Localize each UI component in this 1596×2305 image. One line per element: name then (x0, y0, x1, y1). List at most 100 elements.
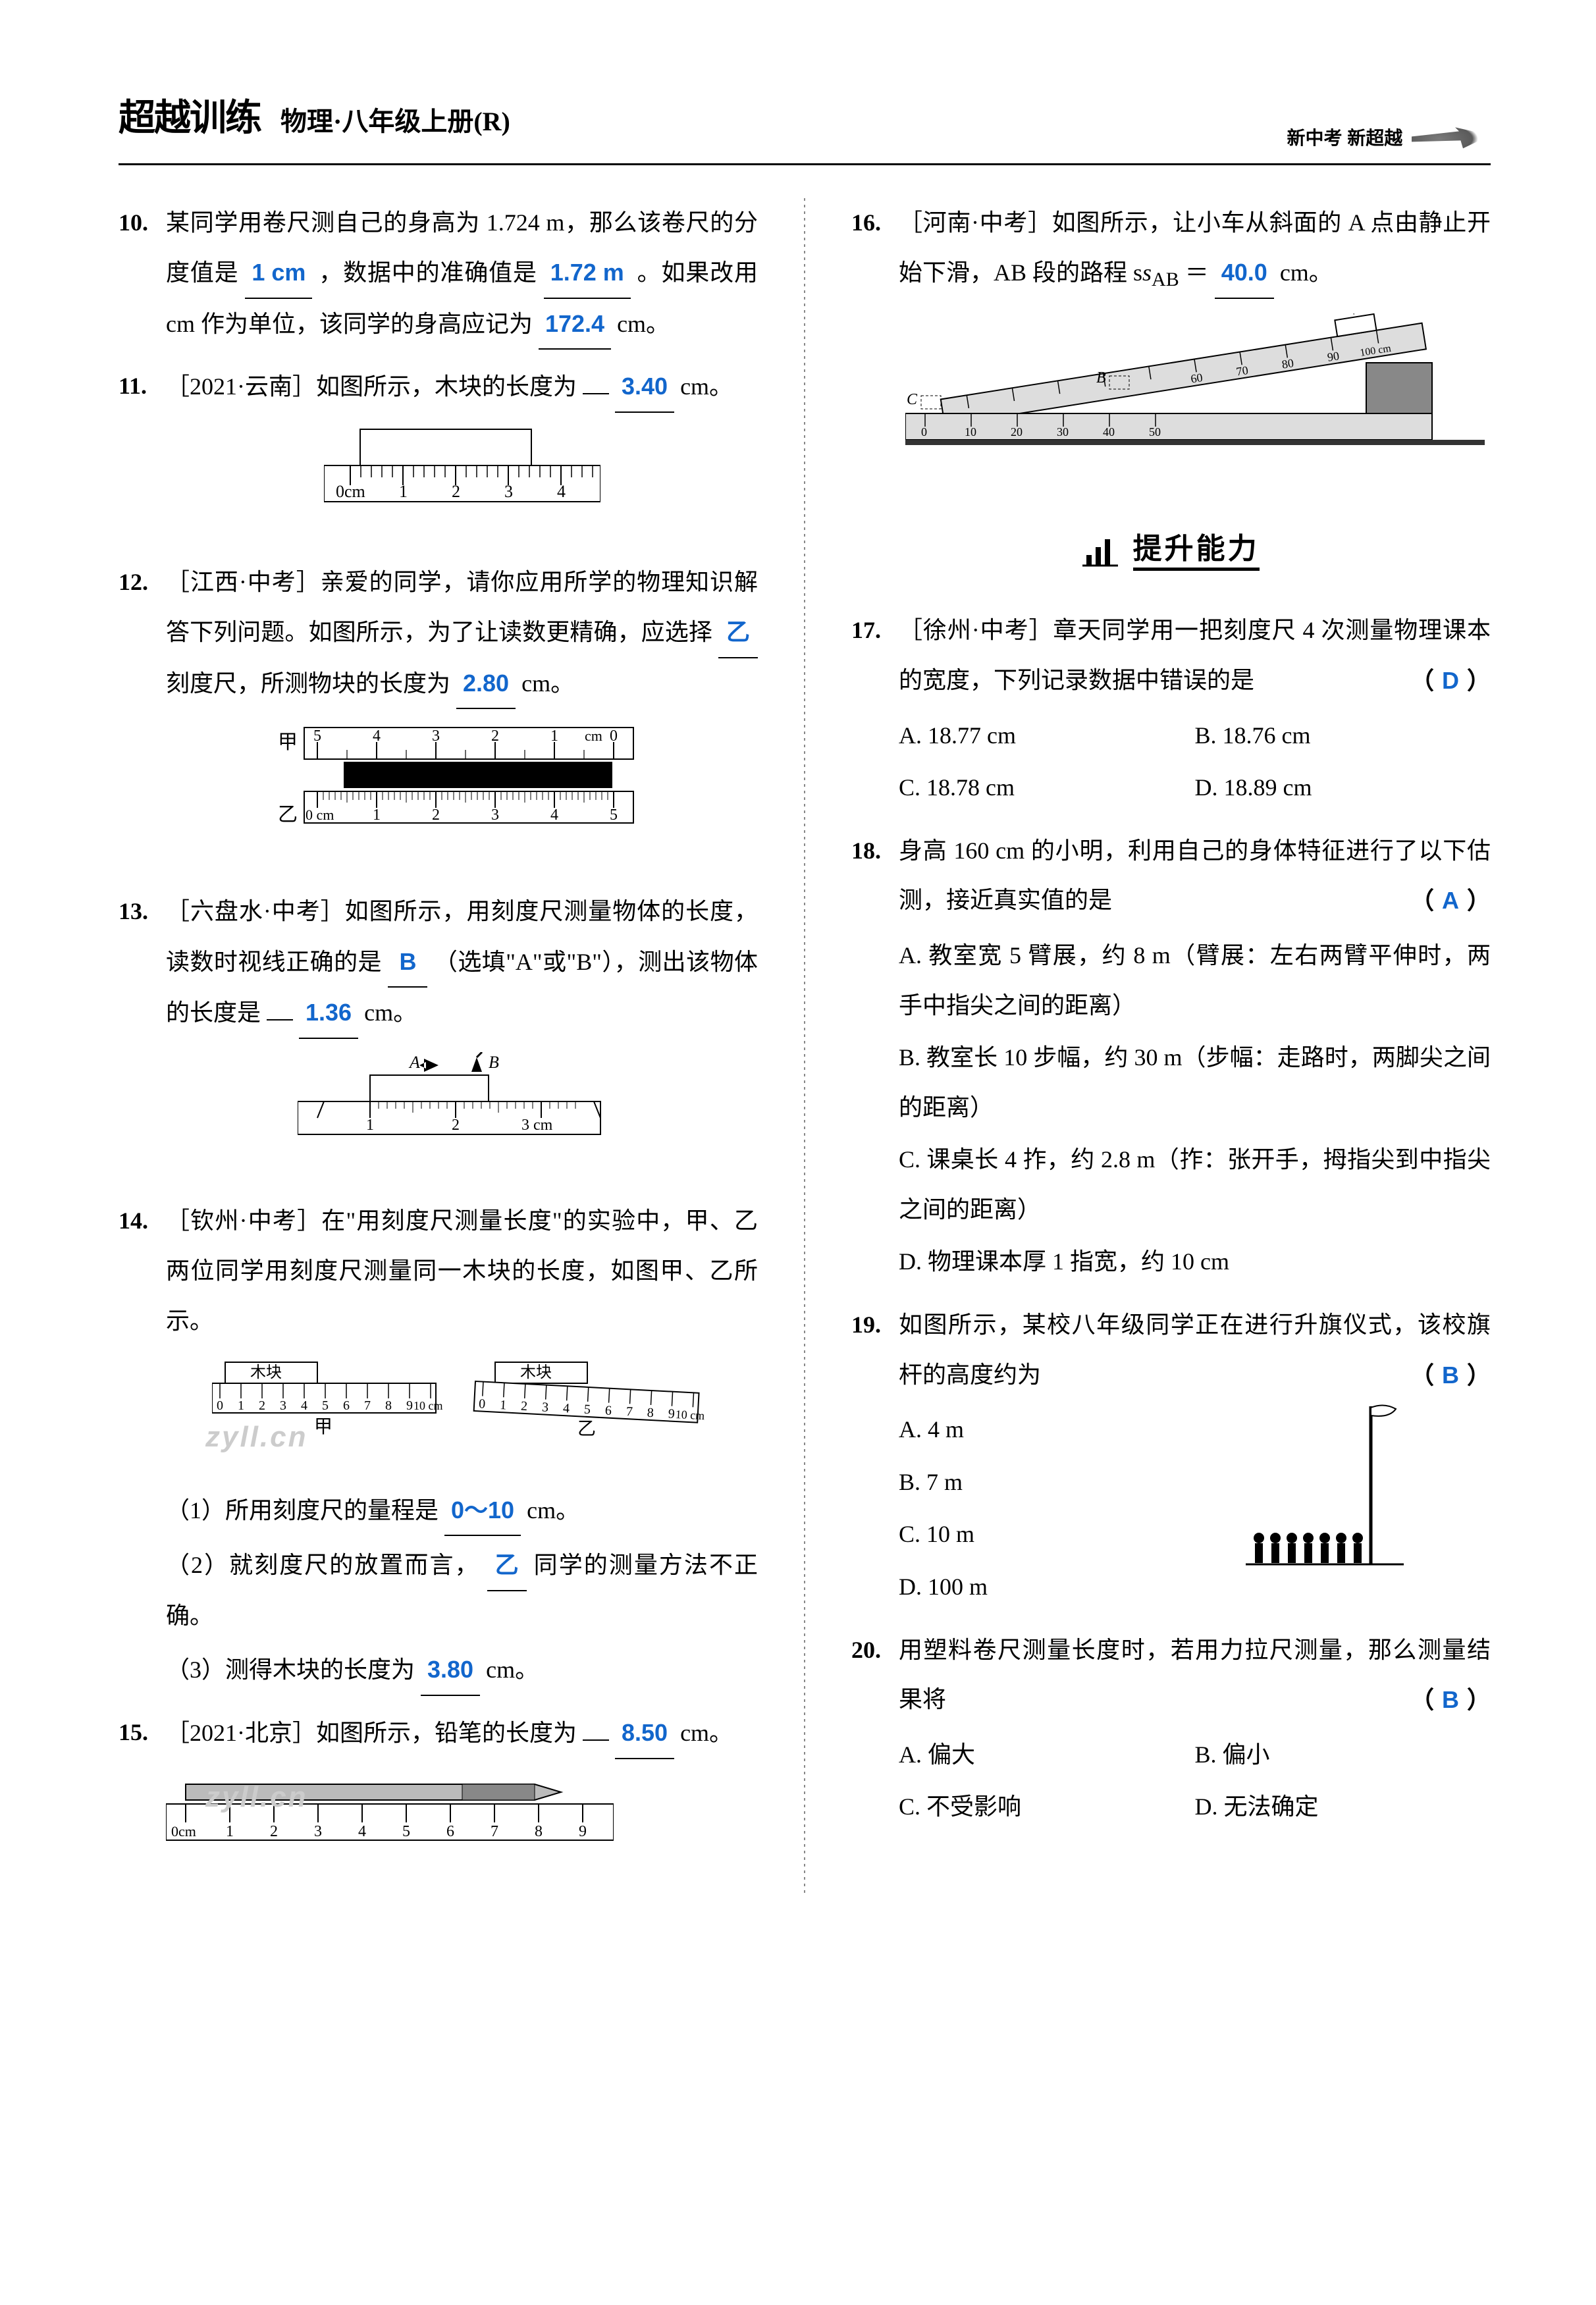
q18-opt-d: D. 物理课本厚 1 指宽，约 10 cm (899, 1236, 1491, 1288)
section-header: 提升能力 (851, 519, 1491, 579)
q18-body: 身高 160 cm 的小明，利用自己的身体特征进行了以下估测，接近真实值的是 （… (899, 826, 1491, 1288)
svg-text:4: 4 (358, 1823, 366, 1840)
q18-opt-b: B. 教室长 10 步幅，约 30 m（步幅：走路时，两脚尖之间的距离） (899, 1032, 1491, 1134)
svg-text:5: 5 (610, 807, 618, 824)
question-17: 17. ［徐州·中考］章天同学用一把刻度尺 4 次测量物理课本的宽度，下列记录数… (851, 606, 1491, 814)
q16-text2: ＝ (1185, 259, 1209, 286)
q14-s3t: （3）测得木块的长度为 (166, 1656, 415, 1683)
q16-sub: AB (1152, 269, 1179, 290)
q12-text: ［江西·中考］亲爱的同学，请你应用所学的物理知识解答下列问题。如图所示，为了让读… (166, 569, 758, 646)
svg-text:4: 4 (550, 807, 558, 824)
q20-opt-d: D. 无法确定 (1195, 1781, 1491, 1834)
svg-text:70: 70 (1235, 363, 1249, 379)
q16-text3: cm。 (1280, 259, 1333, 286)
svg-text:8: 8 (385, 1398, 392, 1413)
svg-text:10: 10 (965, 425, 976, 438)
q18-text: 身高 160 cm 的小明，利用自己的身体特征进行了以下估测，接近真实值的是 (899, 837, 1491, 914)
q14-s2t: （2）就刻度尺的放置而言， (166, 1552, 480, 1578)
q10-answer3: 172.4 (539, 299, 611, 350)
header-right: 新中考 新超越 (1287, 119, 1491, 158)
q14-s1t2: cm。 (527, 1497, 579, 1523)
q15-body: ［2021·北京］如图所示，铅笔的长度为 8.50 cm。 zyll.cn (166, 1708, 758, 1885)
q20-answer: B (1434, 1686, 1467, 1713)
q12-body: ［江西·中考］亲爱的同学，请你应用所学的物理知识解答下列问题。如图所示，为了让读… (166, 558, 758, 875)
question-18: 18. 身高 160 cm 的小明，利用自己的身体特征进行了以下估测，接近真实值… (851, 826, 1491, 1288)
svg-text:50: 50 (1149, 425, 1161, 438)
svg-text:3 cm: 3 cm (521, 1117, 553, 1134)
svg-text:4: 4 (373, 728, 381, 745)
svg-text:60: 60 (1190, 371, 1204, 386)
q17-answer: D (1434, 667, 1467, 694)
q17-opt-a: A. 18.77 cm (899, 710, 1195, 762)
q18-answer: A (1434, 887, 1467, 914)
svg-text:40: 40 (1103, 425, 1115, 438)
q17-paren: （D） (1410, 656, 1491, 706)
q19-num: 19. (851, 1300, 899, 1614)
q13-answer1: B (388, 937, 427, 988)
q12-text2: 刻度尺，所测物块的长度为 (166, 670, 450, 697)
svg-text:20: 20 (1011, 425, 1023, 438)
q14-num: 14. (119, 1196, 166, 1696)
svg-text:木块: 木块 (520, 1364, 552, 1381)
q14-s1t: （1）所用刻度尺的量程是 (166, 1497, 439, 1523)
q11-figure: 0cm1 234 (166, 426, 758, 529)
arrow-icon (1412, 126, 1491, 152)
svg-text:7: 7 (364, 1398, 371, 1413)
q11-num: 11. (119, 361, 166, 545)
q19-paren: （B） (1410, 1350, 1491, 1401)
question-11: 11. ［2021·云南］如图所示，木块的长度为 3.40 cm。 (119, 361, 758, 545)
question-16: 16. ［河南·中考］如图所示，让小车从斜面的 A 点由静止开始下滑，AB 段的… (851, 198, 1491, 479)
svg-text:2: 2 (432, 807, 440, 824)
q19-options: A. 4 m B. 7 m C. 10 m D. 100 m (899, 1404, 1219, 1613)
svg-text:6: 6 (604, 1403, 612, 1417)
svg-text:6: 6 (446, 1823, 454, 1840)
q11-answer: 3.40 (615, 361, 674, 413)
svg-text:3: 3 (504, 482, 513, 501)
svg-text:1: 1 (550, 728, 558, 745)
svg-text:甲: 甲 (314, 1417, 332, 1437)
q15-answer: 8.50 (615, 1708, 674, 1759)
svg-text:2: 2 (259, 1398, 265, 1413)
q20-body: 用塑料卷尺测量长度时，若用力拉尺测量，那么测量结果将 （B） A. 偏大 B. … (899, 1626, 1491, 1834)
q14-s3a: 3.80 (421, 1645, 480, 1696)
q12-answer1: 乙 (718, 607, 758, 658)
svg-text:4: 4 (301, 1398, 307, 1413)
q20-options: A. 偏大 B. 偏小 C. 不受影响 D. 无法确定 (899, 1729, 1491, 1834)
svg-text:1: 1 (366, 1117, 374, 1134)
q11-text2: cm。 (680, 373, 733, 400)
q14-s2a: 乙 (487, 1540, 527, 1591)
question-10: 10. 某同学用卷尺测自己的身高为 1.724 m，那么该卷尺的分度值是 1 c… (119, 198, 758, 350)
q20-num: 20. (851, 1626, 899, 1834)
q14-s1a: 0～10 (444, 1485, 521, 1537)
svg-text:3: 3 (541, 1400, 548, 1414)
svg-text:90: 90 (1326, 350, 1340, 365)
q14-text: ［钦州·中考］在"用刻度尺测量长度"的实验中，甲、乙两位同学用刻度尺测量同一木块… (166, 1207, 758, 1333)
svg-text:C: C (907, 391, 918, 408)
q19-text: 如图所示，某校八年级同学正在进行升旗仪式，该校旗杆的高度约为 (899, 1311, 1491, 1388)
q17-text: ［徐州·中考］章天同学用一把刻度尺 4 次测量物理课本的宽度，下列记录数据中错误… (899, 617, 1491, 693)
svg-text:7: 7 (625, 1404, 633, 1419)
q15-figure: 0cm12 345 678 9 (166, 1772, 758, 1869)
logo: 超越训练 (119, 79, 261, 157)
question-13: 13. ［六盘水·中考］如图所示，用刻度尺测量物体的长度，读数时视线正确的是 B… (119, 887, 758, 1184)
q14-body: ［钦州·中考］在"用刻度尺测量长度"的实验中，甲、乙两位同学用刻度尺测量同一木块… (166, 1196, 758, 1696)
svg-text:B: B (489, 1053, 499, 1072)
question-12: 12. ［江西·中考］亲爱的同学，请你应用所学的物理知识解答下列问题。如图所示，… (119, 558, 758, 875)
svg-text:10 cm: 10 cm (675, 1408, 705, 1422)
q11-text: ［2021·云南］如图所示，木块的长度为 (166, 373, 577, 400)
svg-text:9: 9 (579, 1823, 587, 1840)
left-column: 10. 某同学用卷尺测自己的身高为 1.724 m，那么该卷尺的分度值是 1 c… (119, 198, 758, 1897)
svg-text:9: 9 (668, 1407, 675, 1421)
q18-opt-a: A. 教室宽 5 臂展，约 8 m（臂展：左右两臂平伸时，两手中指尖之间的距离） (899, 930, 1491, 1032)
q14-sub2: （2）就刻度尺的放置而言， 乙 同学的测量方法不正确。 (166, 1540, 758, 1641)
q18-opt-c: C. 课桌长 4 拃，约 2.8 m（拃：张开手，拇指尖到中指尖之间的距离） (899, 1134, 1491, 1236)
q20-paren: （B） (1410, 1675, 1491, 1726)
q13-text3: cm。 (364, 999, 417, 1026)
svg-text:1: 1 (399, 482, 408, 501)
q20-opt-b: B. 偏小 (1195, 1729, 1491, 1782)
svg-text:1: 1 (373, 807, 381, 824)
svg-text:1: 1 (499, 1398, 506, 1412)
q10-answer2: 1.72 m (544, 248, 631, 299)
q19-answer: B (1434, 1362, 1467, 1389)
q12-figure: 甲 543 21cm0 乙 (166, 722, 758, 859)
